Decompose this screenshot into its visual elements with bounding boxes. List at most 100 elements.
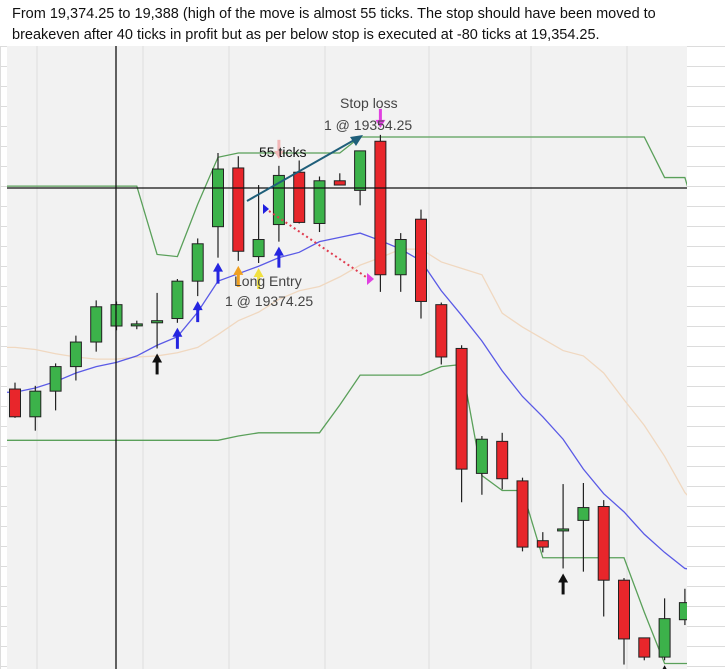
candle-body: [577, 507, 590, 521]
candle: [597, 500, 610, 617]
candle-body: [313, 180, 326, 224]
candle: [516, 477, 529, 552]
candle: [577, 483, 590, 572]
black-up-arrow: [662, 665, 667, 669]
candle-body: [90, 306, 103, 343]
candle: [618, 578, 630, 665]
orange-up-arrow-head: [233, 265, 244, 275]
candle-body: [69, 341, 82, 368]
black-up-arrow: [558, 573, 569, 595]
signal-markers: [152, 108, 667, 669]
candle-body: [232, 167, 245, 252]
candle-body: [415, 218, 427, 302]
candle: [191, 238, 204, 297]
candle: [90, 300, 103, 352]
candle-body: [151, 320, 164, 324]
trade-annotations: Stop loss 1 @ 19354.25 55 ticks Long Ent…: [7, 46, 687, 669]
candle-body: [475, 438, 488, 474]
candle: [171, 279, 184, 323]
entry-title: Long Entry: [234, 273, 302, 289]
candle: [69, 335, 82, 381]
candle: [678, 588, 687, 626]
pink-down-arrow-head: [273, 150, 284, 159]
description-line-1: From 19,374.25 to 19,388 (high of the mo…: [12, 6, 656, 22]
black-up-arrow-head: [152, 353, 163, 363]
candle-body: [516, 480, 529, 548]
blue-up-arrow: [273, 246, 284, 268]
trend-arrowhead: [350, 135, 363, 146]
yellow-up-arrow-head: [253, 268, 264, 278]
black-up-arrow-head: [662, 665, 667, 669]
blue-up-arrow-head: [172, 327, 183, 337]
candle-body: [49, 366, 62, 392]
candle: [658, 598, 671, 661]
entry-pointer: [263, 204, 269, 214]
candle-body: [252, 239, 265, 258]
blue-up-arrow-head: [273, 246, 284, 256]
pink-down-arrow: [273, 139, 284, 159]
yellow-up-arrow: [253, 268, 264, 290]
blue-up-arrow-head: [213, 262, 223, 272]
black-up-arrow: [152, 353, 163, 375]
candle: [354, 150, 367, 206]
problem-description: From 19,374.25 to 19,388 (high of the mo…: [0, 0, 725, 46]
description-line-2: breakeven after 40 ticks in profit but a…: [12, 27, 600, 43]
candle: [455, 345, 468, 503]
stop-path-line: [268, 210, 370, 280]
candle-body: [333, 180, 346, 186]
candle-body: [557, 528, 570, 532]
blue-up-arrow-head: [192, 301, 203, 311]
magenta-down-arrow-head: [375, 119, 386, 128]
plot-background: [7, 46, 687, 669]
candle: [151, 292, 164, 349]
candle: [557, 484, 570, 569]
blue-up-arrow: [213, 262, 223, 284]
candle-body: [293, 171, 306, 223]
candle: [272, 165, 285, 242]
candle-body: [394, 239, 407, 276]
magenta-down-arrow: [375, 108, 386, 128]
candle: [475, 436, 488, 495]
stop-path-arrowhead: [367, 273, 374, 285]
candle: [130, 320, 143, 330]
candle-body: [9, 388, 21, 418]
black-up-arrow-head: [558, 573, 569, 583]
blue-up-arrow: [192, 301, 203, 323]
candle-body: [455, 347, 468, 470]
ticks-label: 55 ticks: [259, 144, 306, 160]
candle-body: [272, 174, 285, 226]
candle-body: [435, 304, 448, 358]
candle-body: [618, 579, 630, 640]
candle: [333, 173, 346, 186]
candle-body: [171, 280, 184, 320]
trend-arrow-line: [246, 138, 357, 202]
candle: [29, 385, 42, 431]
candle-body: [29, 390, 42, 418]
candle: [435, 302, 448, 365]
vertical-gridlines: [36, 46, 628, 669]
candle-body: [130, 323, 143, 327]
candle: [415, 209, 427, 319]
stop-loss-title: Stop loss: [340, 95, 398, 111]
candles: [9, 134, 687, 665]
candle-body: [496, 440, 509, 480]
candle: [394, 233, 407, 292]
blue-up-arrow: [172, 327, 183, 349]
candle-body: [191, 243, 204, 282]
candle: [212, 153, 224, 258]
candle-body: [374, 140, 387, 276]
candle: [49, 363, 62, 411]
candle-body: [212, 168, 224, 228]
candle-body: [658, 618, 671, 658]
candle: [9, 382, 21, 418]
candle: [638, 637, 651, 661]
candlestick-chart: Stop loss 1 @ 19354.25 55 ticks Long Ent…: [7, 46, 687, 669]
entry-detail: 1 @ 19374.25: [225, 293, 313, 309]
candle: [374, 134, 387, 292]
candle-body: [536, 540, 549, 548]
candle-body: [678, 602, 687, 621]
candle: [496, 432, 509, 490]
candle-body: [597, 506, 610, 581]
candle-body: [354, 150, 367, 191]
stop-loss-detail: 1 @ 19354.25: [324, 117, 412, 133]
